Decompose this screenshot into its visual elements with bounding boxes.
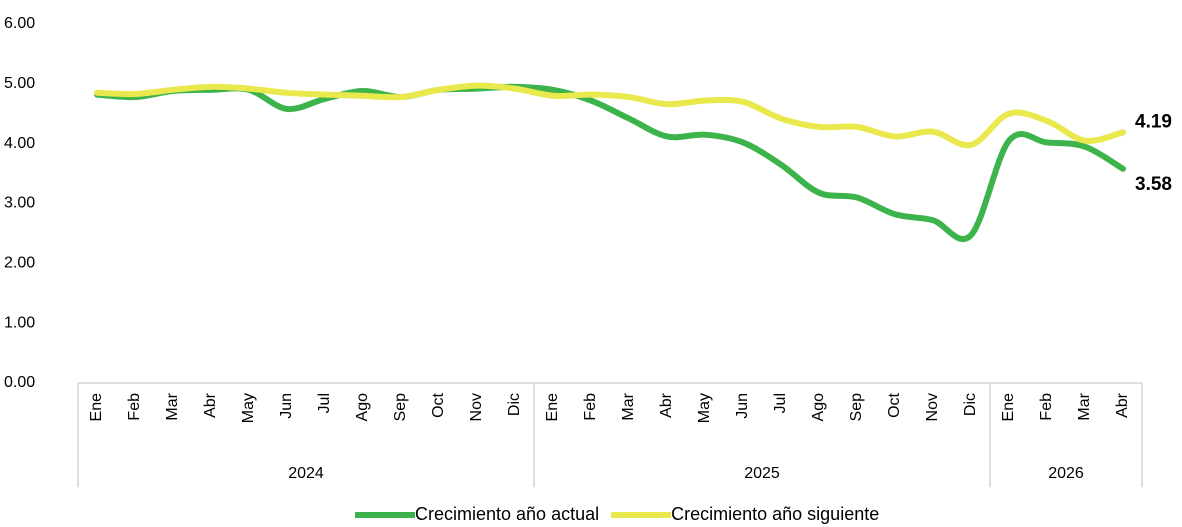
x-tick-label: Dic — [962, 393, 979, 416]
x-tick-label: Ene — [1000, 393, 1017, 422]
x-tick-label: May — [240, 393, 257, 423]
series-line — [94, 82, 1126, 149]
x-tick-label: Feb — [1038, 393, 1055, 421]
x-tick-label: Nov — [924, 393, 941, 421]
y-tick-label: 3.00 — [4, 195, 35, 212]
x-tick-label: Ene — [88, 393, 105, 422]
group-label: 2024 — [288, 465, 324, 482]
y-tick-label: 1.00 — [4, 314, 35, 331]
x-tick-label: Abr — [658, 392, 675, 418]
x-tick-label: Ago — [810, 393, 827, 422]
x-tick-label: Sep — [392, 393, 409, 422]
series-line — [94, 83, 1126, 242]
x-tick-label: Dic — [506, 393, 523, 416]
y-tick-label: 2.00 — [4, 255, 35, 272]
group-label: 2025 — [744, 465, 780, 482]
x-tick-label: Feb — [126, 393, 143, 421]
y-tick-label: 5.00 — [4, 75, 35, 92]
x-tick-label: Jun — [734, 393, 751, 419]
y-tick-label: 0.00 — [4, 374, 35, 391]
x-tick-label: Oct — [886, 392, 903, 417]
x-tick-label: Ene — [544, 393, 561, 422]
group-label: 2026 — [1048, 465, 1084, 482]
x-tick-label: Mar — [1076, 392, 1093, 420]
x-tick-label: Sep — [848, 393, 865, 422]
x-tick-label: May — [696, 393, 713, 423]
y-tick-label: 6.00 — [4, 15, 35, 32]
x-tick-label: Jul — [316, 393, 333, 413]
legend-label: Crecimiento año siguiente — [671, 504, 879, 524]
x-tick-label: Mar — [620, 392, 637, 420]
x-tick-label: Nov — [468, 393, 485, 421]
x-tick-label: Jul — [772, 393, 789, 413]
data-label: 4.19 — [1135, 111, 1172, 132]
x-tick-label: Abr — [202, 392, 219, 418]
x-tick-label: Ago — [354, 393, 371, 422]
y-tick-label: 4.00 — [4, 135, 35, 152]
x-tick-label: Abr — [1114, 392, 1131, 418]
x-tick-label: Oct — [430, 392, 447, 417]
x-tick-label: Mar — [164, 392, 181, 420]
x-tick-label: Feb — [582, 393, 599, 421]
x-tick-label: Jun — [278, 393, 295, 419]
legend-label: Crecimiento año actual — [415, 504, 599, 524]
data-label: 3.58 — [1135, 174, 1172, 195]
